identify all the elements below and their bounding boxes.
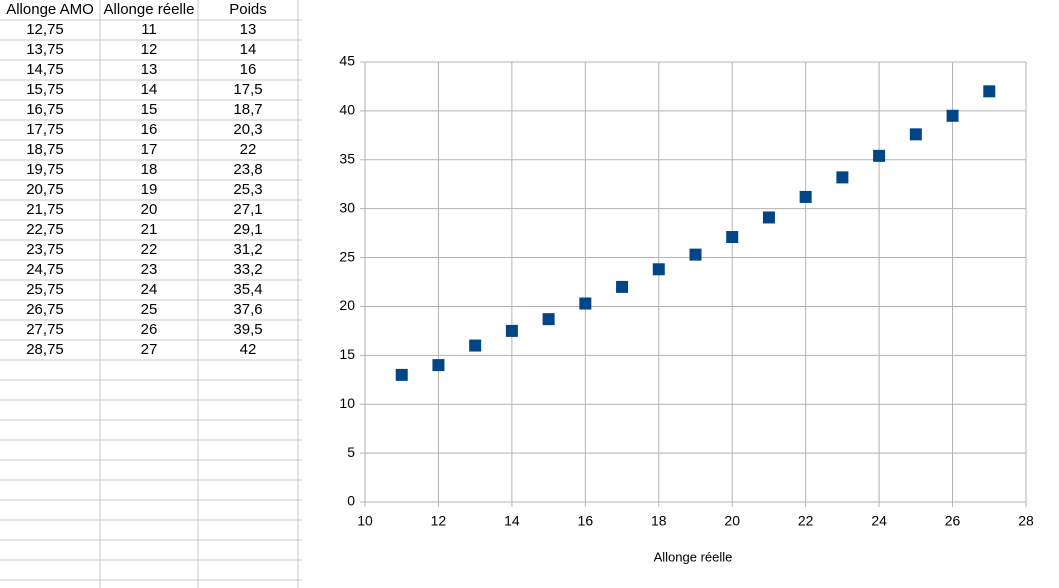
cell: 17 [141,141,158,158]
cell: 16,75 [26,101,64,118]
cell: 12,75 [26,21,64,38]
cell: 12 [141,41,158,58]
cell: 31,2 [233,241,262,258]
cell: 39,5 [233,321,262,338]
data-point [909,128,922,141]
cell: 14 [240,41,257,58]
cell: 25,75 [26,281,64,298]
data-point [689,248,702,261]
spreadsheet: Allonge AMO Allonge réelle Poids 12,75 11 13 1… [0,0,302,588]
y-tick-label: 5 [347,444,355,460]
data-point [836,171,849,184]
cell: 26,75 [26,301,64,318]
x-tick-label: 16 [578,513,594,529]
cell: 13 [141,61,158,78]
cell: 20,75 [26,181,64,198]
cell: 23,75 [26,241,64,258]
y-tick-label: 15 [339,346,355,362]
cell: 27 [141,341,158,358]
cell: 16 [240,61,257,78]
data-point [469,339,482,352]
cell: 20,3 [233,121,262,138]
cell: 35,4 [233,281,262,298]
y-tick-label: 40 [339,102,355,118]
y-tick-label: 20 [339,297,355,313]
cell: 17,75 [26,121,64,138]
cell: 42 [240,341,257,358]
y-tick-label: 10 [339,395,355,411]
header-cell: Allonge réelle [104,1,195,18]
y-tick-label: 25 [339,248,355,264]
data-point [542,313,555,326]
data-point [726,231,739,244]
y-tick-label: 0 [347,493,355,509]
y-tick-label: 35 [339,150,355,166]
chart: Allonge réelle 0 5 10 15 20 25 30 35 40 45 10 12 14 1… [339,53,1034,565]
cell: 18,7 [233,101,262,118]
x-tick-label: 12 [431,513,447,529]
data-point [983,85,996,98]
cell: 15,75 [26,81,64,98]
cell: 16 [141,121,158,138]
y-tick-label: 30 [339,199,355,215]
data-point [652,263,665,276]
cell: 22,75 [26,221,64,238]
data-point [873,149,886,162]
data-point [432,359,445,372]
cell: 17,5 [233,81,262,98]
data-point [579,297,592,310]
cell: 19 [141,181,158,198]
x-tick-label: 26 [945,513,961,529]
cell: 37,6 [233,301,262,318]
cell: 15 [141,101,158,118]
cell: 24 [141,281,158,298]
cell: 27,75 [26,321,64,338]
cell: 13,75 [26,41,64,58]
cell: 20 [141,201,158,218]
x-tick-label: 14 [504,513,520,529]
x-tick-label: 20 [724,513,740,529]
cell: 18 [141,161,158,178]
cell: 22 [240,141,257,158]
cell: 19,75 [26,161,64,178]
cell: 14 [141,81,158,98]
data-point [762,211,775,224]
cell: 21 [141,221,158,238]
x-tick-label: 18 [651,513,667,529]
cell: 26 [141,321,158,338]
cell: 11 [141,21,157,38]
data-point [946,109,959,122]
data-point [395,368,408,381]
cell: 25,3 [233,181,262,198]
cell: 23 [141,261,158,278]
cell: 22 [141,241,158,258]
cell: 24,75 [26,261,64,278]
data-point [505,324,518,337]
cell: 29,1 [233,221,262,238]
cell: 13 [240,21,257,38]
data-point [616,280,629,293]
x-tick-label: 22 [798,513,814,529]
cell: 28,75 [26,341,64,358]
cell: 33,2 [233,261,262,278]
cell: 23,8 [233,161,262,178]
cell: 14,75 [26,61,64,78]
header-cell: Allonge AMO [6,1,94,18]
x-tick-label: 24 [871,513,887,529]
cell: 25 [141,301,158,318]
cell: 27,1 [233,201,262,218]
x-tick-label: 28 [1018,513,1034,529]
data-point [799,190,812,203]
header-cell: Poids [229,1,267,18]
y-tick-label: 45 [339,53,355,69]
x-axis-label: Allonge réelle [654,549,733,564]
x-tick-label: 10 [357,513,373,529]
cell: 18,75 [26,141,64,158]
cell: 21,75 [26,201,64,218]
